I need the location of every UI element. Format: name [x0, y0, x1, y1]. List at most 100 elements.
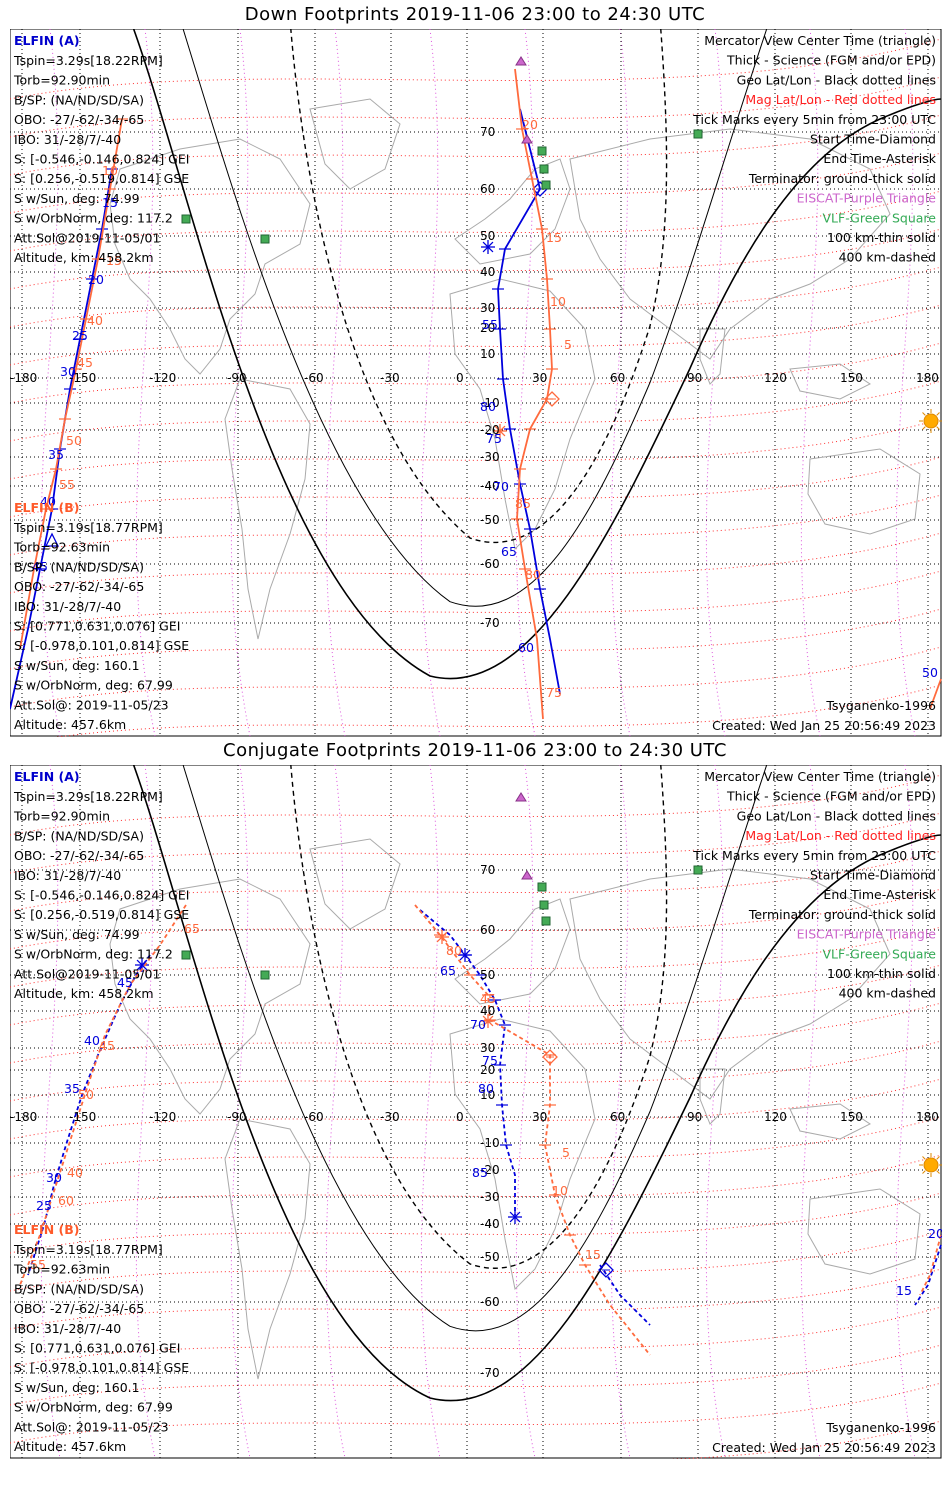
elfin-a-time-label: 15 [102, 195, 118, 210]
coastline [699, 328, 726, 385]
down-footprints-map: -180 -150 -120 -90 -60 -30 0 30 60 90 120 150 180 70 6… [10, 29, 942, 737]
elfin-b-time-label: 5 [562, 1145, 570, 1160]
lat-tick-label: -40 [480, 479, 500, 493]
coastline [449, 278, 596, 551]
elfin-b-info-line: S w/OrbNorm, deg: 67.99 [14, 1400, 173, 1415]
legend-entry: Terminator: ground-thick solid [748, 907, 936, 922]
mag-lon-line [40, 29, 61, 737]
legend-entry: Terminator: ground-thick solid [748, 171, 936, 186]
elfin-b-track [514, 68, 553, 720]
track-time-labels: 4540353025657075808520156545504060558045… [30, 921, 942, 1298]
elfin-a-time-label: 20 [88, 272, 104, 287]
lat-tick-label: 70 [480, 125, 495, 139]
ground-stations-layer [181, 56, 942, 433]
elfin-a-time-label: 75 [486, 431, 502, 446]
coastline [224, 1118, 311, 1380]
elfin-a-time-label: 75 [482, 1053, 498, 1068]
elfin-a-track [419, 909, 516, 1215]
mag-lon-line [40, 765, 61, 1459]
elfin-a-time-label: 35 [48, 447, 64, 462]
legend-entry: Thick - Science (FGM and/or EPD) [726, 789, 936, 804]
coastline [109, 878, 311, 1115]
lon-tick-label: 150 [840, 371, 863, 385]
elfin-b-time-label: 15 [546, 230, 562, 245]
axis-tick-labels: -180 -150 -120 -90 -60 -30 0 30 60 90 120 150 180 70 6… [10, 125, 939, 630]
footprint-tracks-layer [19, 904, 942, 1356]
lon-tick-label: -120 [149, 371, 176, 385]
coastline-layer [109, 98, 921, 640]
mag-lon-line [135, 765, 156, 1459]
lon-tick-label: 60 [610, 371, 625, 385]
lon-tick-label: 120 [764, 371, 787, 385]
elfin-a-info-line: Tspin=3.29s[18.22RPM] [13, 789, 163, 804]
mag-lon-line [610, 29, 631, 737]
mag-lon-line [230, 765, 251, 1459]
elfin-b-info-line: Tspin=3.19s[18.77RPM] [13, 1242, 163, 1257]
elfin-a-time-label: 30 [46, 1170, 62, 1185]
elfin-a-time-label: 70 [493, 479, 509, 494]
vlf-square [537, 882, 547, 892]
coastline [807, 1188, 921, 1275]
sun-icon [923, 1157, 939, 1173]
conjugate-panel-title: Conjugate Footprints 2019-11-06 23:00 to… [223, 740, 727, 761]
eiscat-triangle [515, 56, 527, 66]
lat-tick-label: 30 [480, 1041, 495, 1055]
ground-stations-layer [181, 792, 942, 1177]
sun-ray [936, 1170, 940, 1174]
elfin-a-start-diamond [598, 1262, 614, 1278]
elfin-b-info-line: S w/Sun, deg: 160.1 [14, 658, 140, 673]
lon-tick-label: 30 [532, 1110, 547, 1124]
lon-tick-label: -30 [380, 1110, 400, 1124]
lon-tick-label: 180 [916, 1110, 939, 1124]
elfin-a-info-line: Torb=92.90min [13, 809, 110, 824]
elfin-a-end-asterisk [136, 959, 148, 971]
vlf-square [260, 970, 270, 980]
elfin-a-info-line: IBO: 31/-28/7/-40 [14, 132, 121, 147]
elfin-b-info-line: IBO: 31/-28/7/-40 [14, 1321, 121, 1336]
elfin-b-info-line: Torb=92.63min [13, 1262, 110, 1277]
lat-tick-label: -30 [480, 1190, 500, 1204]
mag-lon-line [705, 29, 726, 737]
legend-entry: Mag Lat/Lon - Red dotted lines [745, 828, 936, 843]
vlf-square [181, 950, 191, 960]
vlf-square [181, 214, 191, 224]
lon-tick-label: -90 [227, 1110, 247, 1124]
elfin-b-info-line: Tspin=3.19s[18.77RPM] [13, 520, 163, 535]
elfin-a-time-label: 65 [501, 544, 517, 559]
mag-lon-line [420, 29, 441, 737]
elfin-a-time-label: 40 [84, 1033, 100, 1048]
elfin-b-end-asterisk [494, 425, 506, 437]
elfin-a-time-label: 40 [40, 494, 56, 509]
lat-tick-label: 60 [480, 923, 495, 937]
legend-entry: End Time-Asterisk [823, 151, 936, 166]
elfin-b-track [19, 904, 187, 1286]
elfin-b-time-label: 45 [77, 355, 93, 370]
elfin-a-track [914, 1244, 942, 1306]
model-label: Tsyganenko-1996 [825, 1420, 936, 1435]
eiscat-triangle [515, 792, 527, 802]
elfin-a-time-label: 85 [472, 1165, 488, 1180]
elfin-a-info-line: S: [-0.546,-0.146,0.824] GEI [14, 152, 189, 167]
terminator-400km [290, 29, 668, 544]
terminator-layer [132, 29, 942, 680]
sun-ray [922, 1156, 926, 1160]
vlf-square [260, 234, 270, 244]
footprint-tracks-layer [10, 68, 942, 720]
vlf-square [539, 164, 549, 174]
mag-lon-line [230, 29, 251, 737]
lon-tick-label: 0 [456, 371, 464, 385]
legend-entry: Start Time-Diamond [810, 132, 936, 147]
sun-ray [936, 1156, 940, 1160]
lon-tick-label: -180 [10, 1110, 37, 1124]
elfin-b-name: ELFIN (B) [14, 1222, 79, 1237]
legend-entry: Mercator View Center Time (triangle) [704, 33, 936, 48]
elfin-b-end-asterisk [482, 1015, 494, 1027]
elfin-b-time-label: 10 [102, 163, 118, 178]
elfin-a-time-label: 60 [518, 640, 534, 655]
elfin-b-info-line: S: [0.771,0.631,0.076] GEI [14, 619, 180, 634]
mag-lon-line [325, 765, 346, 1459]
info-text-layer: ELFIN (A) Tspin=3.29s[18.22RPM] Torb=92.90… [13, 769, 937, 1455]
elfin-b-time-label: 60 [58, 1193, 74, 1208]
elfin-a-info-line: S: [0.256,-0.519,0.814] GSE [14, 171, 189, 186]
coastline [309, 838, 401, 930]
